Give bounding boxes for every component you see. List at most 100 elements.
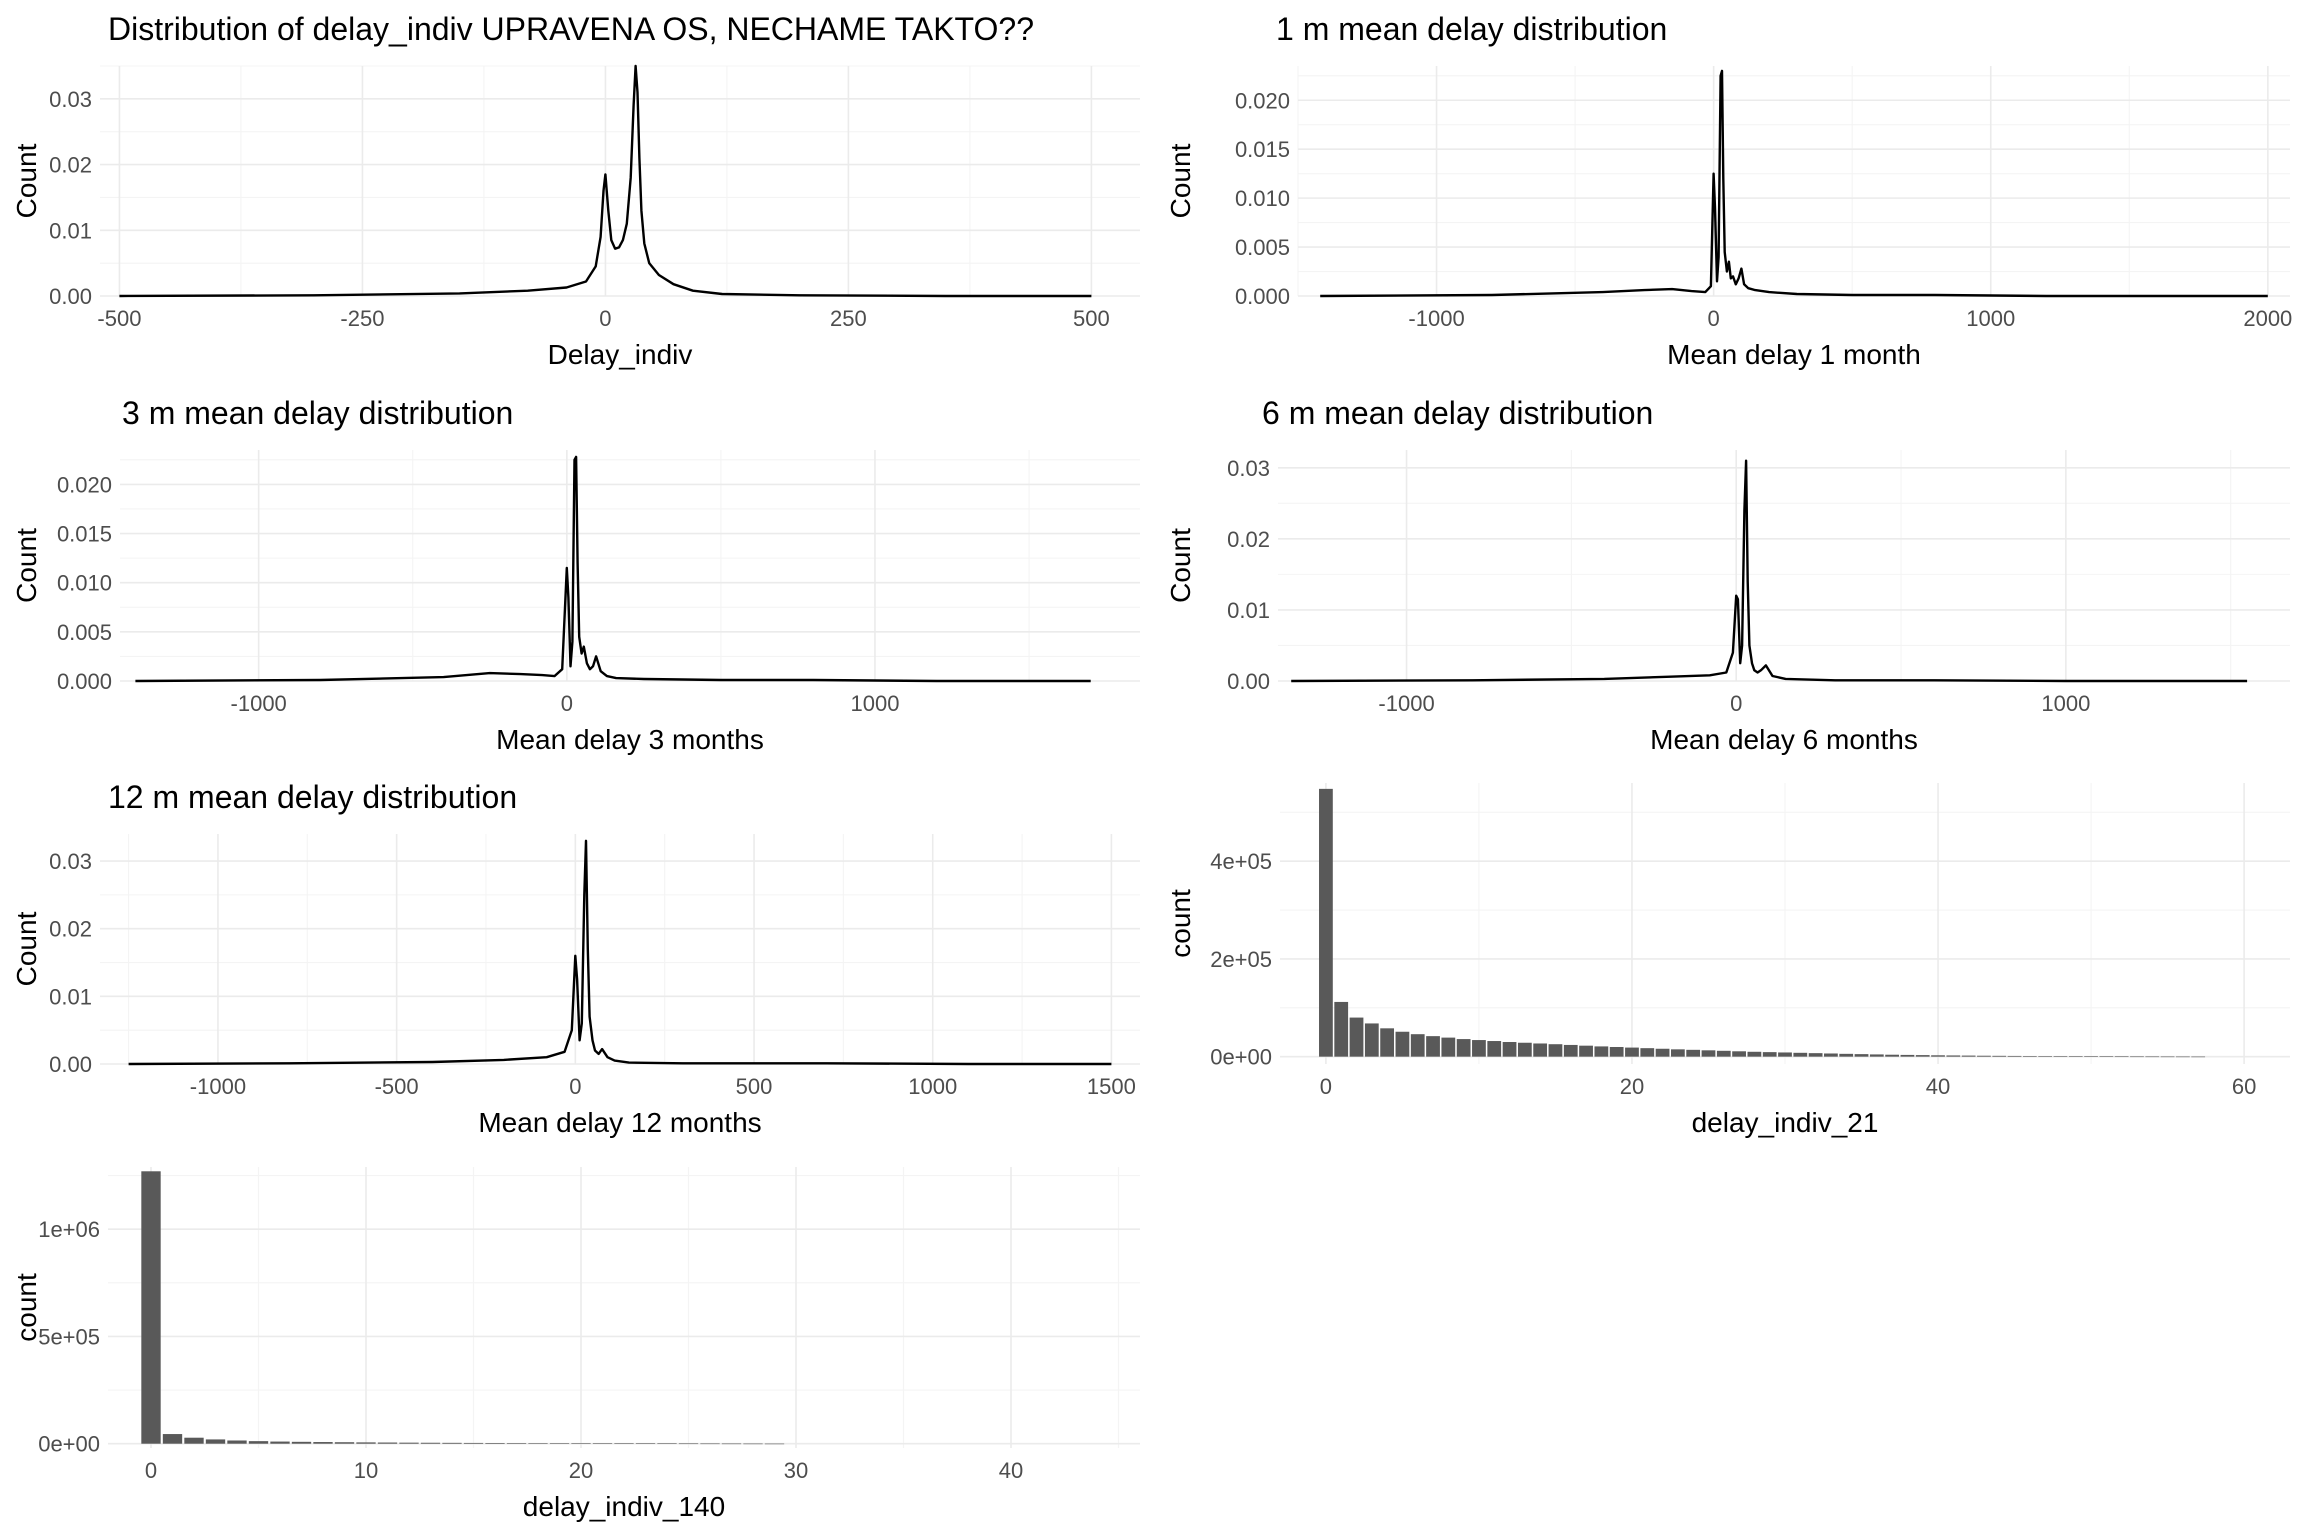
histogram-bar [1885,1054,1900,1057]
y-tick-label: 5e+05 [38,1324,100,1349]
histogram-bar [1716,1050,1731,1057]
x-tick-label: 0 [145,1458,157,1483]
histogram-bar [1946,1055,1961,1057]
histogram-bar [141,1171,161,1444]
histogram-bar [463,1442,484,1444]
histogram-bar [248,1441,269,1444]
x-tick-label: 10 [354,1458,378,1483]
histogram-bar [1548,1044,1563,1057]
x-tick-label: -1000 [190,1074,246,1099]
y-tick-label: 0e+00 [1210,1045,1272,1070]
x-tick-label: 40 [1926,1074,1950,1099]
histogram-bar [2038,1056,2053,1057]
histogram-bar [743,1443,763,1445]
chart-title: 6 m mean delay distribution [1262,395,1653,431]
x-axis-title: delay_indiv_140 [523,1491,725,1522]
x-axis-title: Delay_indiv [548,339,693,370]
y-tick-label: 0.020 [1235,88,1290,113]
y-tick-label: 0.00 [1227,669,1270,694]
histogram-bar [1609,1046,1624,1057]
chart-title: 12 m mean delay distribution [108,779,517,815]
x-tick-label: -500 [375,1074,419,1099]
histogram-bar [1395,1031,1410,1057]
x-tick-label: -500 [97,306,141,331]
histogram-bar [506,1443,527,1444]
histogram-bar [1364,1023,1379,1057]
histogram-bar [2007,1055,2022,1057]
y-tick-label: 0.02 [49,153,92,178]
density-line [135,455,1091,683]
y-tick-label: 0e+00 [38,1432,100,1457]
histogram-bar [678,1443,699,1445]
x-tick-label: 30 [784,1458,808,1483]
x-axis-title: Mean delay 1 month [1667,339,1921,370]
histogram-bar [270,1441,290,1444]
histogram-bar [1579,1045,1593,1057]
histogram-bar [571,1443,591,1444]
x-tick-label: -1000 [231,691,287,716]
x-axis-title: Mean delay 12 months [478,1107,761,1138]
histogram-bar [2084,1056,2098,1057]
histogram-bar [291,1441,312,1444]
histogram-bar [549,1443,570,1444]
x-tick-label: 0 [1730,691,1742,716]
histogram-bar [1380,1028,1395,1057]
histogram-bar [2130,1056,2144,1058]
x-tick-label: 1000 [2041,691,2090,716]
histogram-bar [2099,1056,2114,1057]
histogram-bar [442,1442,462,1444]
density-line [119,64,1092,298]
y-axis-title: count [11,1273,42,1342]
histogram-bar [1961,1055,1976,1057]
y-tick-label: 0.00 [49,1052,92,1077]
histogram-bar [1732,1051,1746,1057]
histogram-bar [1992,1055,2007,1057]
histogram-bar [1487,1041,1502,1057]
y-tick-label: 0.01 [49,984,92,1009]
chart-title: 1 m mean delay distribution [1276,11,1667,47]
chart-panel-7: 0 10 20 30 40 0e+00 5e+05 1e+06 delay_indiv_140 c… [11,1167,1140,1522]
histogram-bar [1502,1042,1517,1057]
y-axis-title: Count [1165,528,1196,603]
x-tick-label: 0 [1708,306,1720,331]
histogram-bar [2114,1056,2129,1058]
histogram-bar [1349,1017,1364,1057]
y-tick-label: 0.000 [57,669,112,694]
histogram-bar [528,1443,548,1444]
y-tick-label: 0.02 [1227,527,1270,552]
histogram-bar [205,1439,226,1444]
histogram-bar [313,1442,333,1444]
histogram-bar [1594,1046,1609,1057]
x-tick-label: 60 [2232,1074,2256,1099]
chart-panel-6: 0 20 40 60 0e+00 2e+05 4e+05 delay_indiv_21 coun… [1165,783,2290,1138]
histogram-bar [1701,1050,1716,1057]
x-tick-label: 40 [999,1458,1023,1483]
histogram-bar [1319,788,1333,1057]
y-tick-label: 1e+06 [38,1217,100,1242]
histogram-bar [1824,1053,1838,1057]
histogram-bar [1869,1054,1884,1057]
density-line [1291,459,2248,683]
histogram-bar [1640,1048,1655,1057]
x-tick-label: 500 [1073,306,1110,331]
histogram-bar [2068,1056,2083,1057]
histogram-bar [184,1437,204,1444]
x-tick-label: 0 [1320,1074,1332,1099]
histogram-bar [1900,1054,1915,1057]
y-tick-label: 0.005 [1235,235,1290,260]
chart-panel-4: -1000 0 1000 0.00 0.01 0.02 0.03 6 m mean delay… [1165,395,2290,755]
density-line [128,839,1112,1066]
histogram-bar [1670,1049,1685,1057]
x-tick-label: 500 [736,1074,773,1099]
x-tick-label: -1000 [1408,306,1464,331]
x-tick-label: 1000 [908,1074,957,1099]
y-tick-label: 0.01 [1227,598,1270,623]
histogram-bar [1793,1052,1808,1057]
histogram-bar [1931,1055,1945,1057]
y-tick-label: 0.03 [49,849,92,874]
y-tick-label: 0.01 [49,218,92,243]
x-tick-label: -1000 [1378,691,1434,716]
y-axis-title: Count [11,528,42,603]
histogram-bar [614,1443,634,1444]
